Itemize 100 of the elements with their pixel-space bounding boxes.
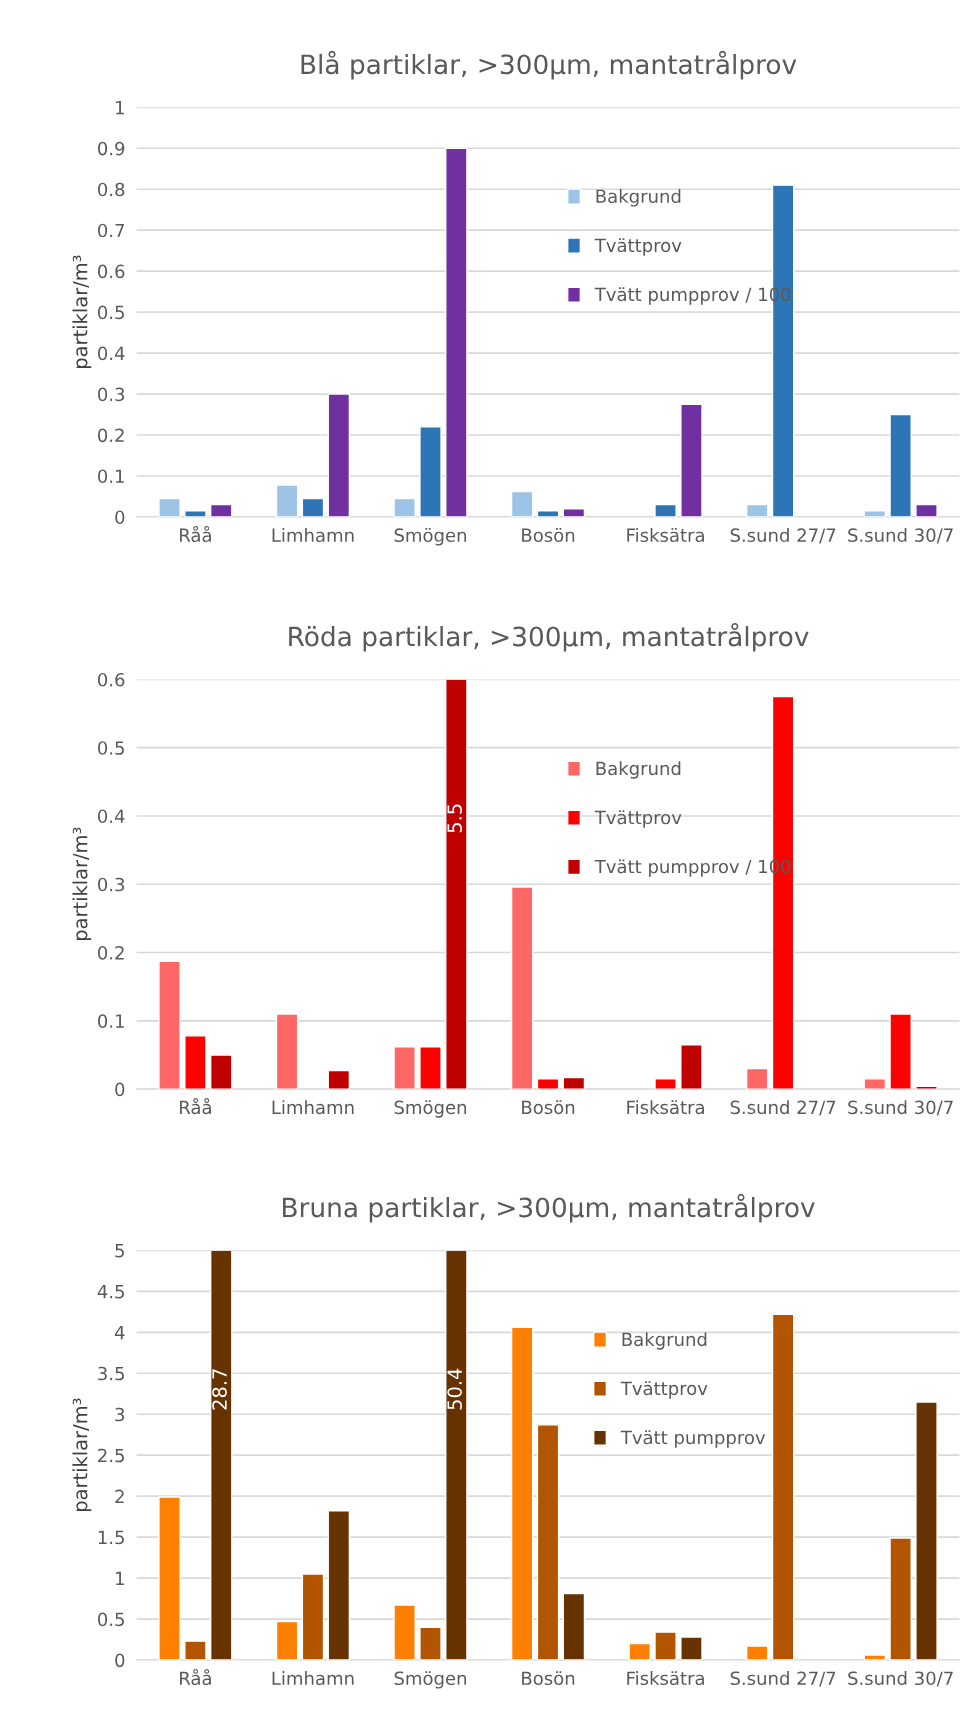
y-tick-label: 3.5 — [98, 1366, 124, 1381]
bar — [536, 1078, 560, 1090]
bar — [863, 1654, 887, 1661]
legend-label: Tvättprov — [594, 810, 682, 828]
bar — [680, 403, 703, 517]
x-tick-label: Fisksätra — [627, 1100, 704, 1115]
bar — [275, 484, 299, 517]
bar — [158, 497, 181, 517]
bar — [562, 508, 586, 517]
bar — [915, 503, 938, 517]
bar — [158, 1496, 181, 1661]
y-axis-title: partiklar/m³ — [72, 1398, 92, 1511]
x-tick-label: Bosön — [522, 1671, 575, 1686]
y-tick-label: 0.4 — [98, 809, 125, 824]
x-tick-label: S.sund 27/7 — [730, 1100, 836, 1116]
y-tick-label: 2.5 — [98, 1448, 124, 1463]
bar — [301, 1573, 325, 1661]
x-tick-label: Råå — [180, 1668, 211, 1686]
x-tick-label: Smögen — [394, 528, 467, 546]
legend-label: Tvättprov — [594, 238, 682, 256]
legend-label: Bakgrund — [596, 189, 681, 207]
bar — [680, 1044, 703, 1090]
y-tick-label: 0 — [115, 1653, 125, 1668]
y-tick-label: 0.6 — [98, 672, 125, 687]
x-tick-label: Limhamn — [272, 1671, 354, 1686]
x-tick-label: Bosön — [522, 528, 575, 543]
x-tick-label: Fisksätra — [627, 528, 704, 543]
bar — [445, 679, 468, 1090]
bar — [158, 960, 181, 1090]
y-tick-label: 0.1 — [98, 1014, 124, 1028]
bar — [562, 1592, 586, 1661]
y-tick-label: 0.3 — [98, 387, 125, 402]
bar — [889, 1537, 912, 1661]
x-tick-label: Råå — [180, 1098, 211, 1115]
legend-label: Bakgrund — [596, 761, 681, 779]
y-tick-label: 3 — [115, 1407, 125, 1422]
y-tick-label: 0.5 — [98, 741, 124, 755]
x-tick-label: Fisksätra — [627, 1671, 704, 1686]
y-tick-label: 0 — [115, 510, 125, 525]
bar — [745, 1645, 769, 1661]
bar — [209, 1250, 233, 1661]
legend-label: Tvätt pumpprov — [620, 1430, 766, 1448]
bar — [419, 1626, 442, 1661]
bar — [510, 1326, 534, 1661]
x-tick-label: S.sund 30/7 — [848, 528, 953, 544]
x-tick-label: Råå — [180, 525, 211, 543]
bar — [393, 1046, 416, 1090]
y-tick-label: 0.2 — [98, 945, 124, 960]
y-tick-label: 5 — [115, 1244, 124, 1258]
y-tick-label: 0.9 — [98, 141, 125, 156]
bar — [889, 413, 912, 517]
bar — [654, 503, 677, 517]
bar — [327, 1510, 351, 1661]
bar — [301, 497, 325, 517]
x-tick-label: S.sund 30/7 — [848, 1100, 953, 1116]
bar — [680, 1636, 703, 1661]
bar — [275, 1013, 299, 1090]
bar — [863, 1078, 887, 1090]
x-tick-label: S.sund 30/7 — [848, 1671, 953, 1687]
bar — [275, 1620, 299, 1661]
bar — [419, 1046, 442, 1090]
y-tick-label: 0.6 — [98, 264, 125, 279]
bar — [915, 1401, 938, 1661]
y-tick-label: 0.4 — [98, 346, 125, 361]
bar — [184, 1640, 207, 1661]
bar — [327, 1069, 351, 1090]
y-tick-label: 0.5 — [98, 1612, 124, 1627]
bar — [209, 503, 233, 517]
annotation: 5.5 — [447, 804, 462, 833]
chart-title: Blå partiklar, >300µm, mantatrålprov — [301, 50, 797, 80]
bar — [771, 1313, 795, 1661]
x-tick-label: Limhamn — [272, 528, 354, 543]
x-tick-label: Limhamn — [272, 1100, 354, 1115]
bar — [393, 1604, 416, 1661]
y-tick-label: 1.5 — [98, 1530, 124, 1545]
y-tick-label: 1 — [116, 1571, 124, 1585]
bar — [536, 1424, 560, 1661]
bar — [510, 490, 534, 517]
bar — [562, 1076, 586, 1090]
y-tick-label: 0 — [115, 1082, 125, 1097]
legend-label: Tvättprov — [620, 1381, 708, 1399]
bar — [445, 147, 468, 517]
y-axis-title: partiklar/m³ — [72, 255, 92, 368]
bar — [536, 510, 560, 517]
bar — [654, 1631, 677, 1661]
chart-title: Röda partiklar, >300µm, mantatrålprov — [289, 622, 809, 652]
bar — [745, 1067, 769, 1090]
y-tick-label: 0.5 — [98, 305, 124, 320]
bar — [654, 1078, 677, 1090]
bar — [184, 1035, 207, 1090]
y-tick-label: 4.5 — [97, 1285, 124, 1299]
bar — [863, 510, 887, 517]
x-tick-label: S.sund 27/7 — [730, 1671, 836, 1687]
y-tick-label: 0.2 — [98, 428, 124, 443]
bar — [445, 1250, 468, 1661]
y-axis-title: partiklar/m³ — [72, 827, 92, 941]
bar — [327, 393, 351, 517]
annotation: 28.7 — [212, 1369, 227, 1410]
annotation: 50.4 — [447, 1368, 462, 1410]
y-tick-label: 4 — [114, 1325, 125, 1340]
